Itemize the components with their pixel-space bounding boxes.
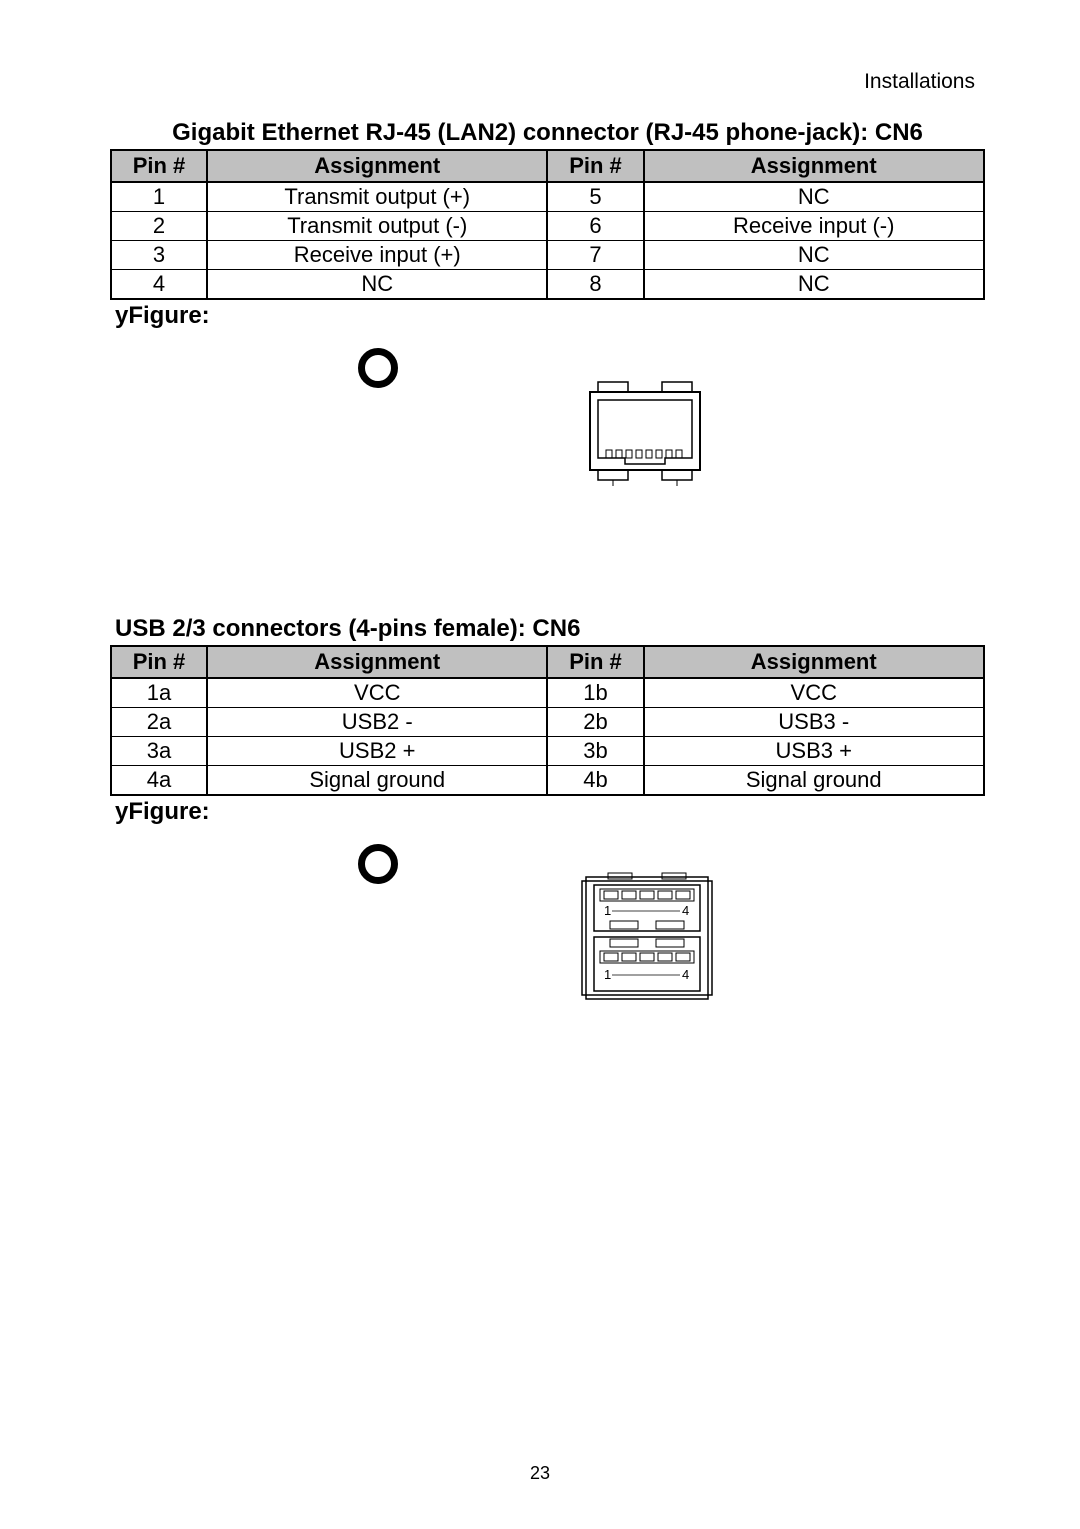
table-rj45: Pin # Assignment Pin # Assignment 1 Tran… <box>110 149 985 300</box>
figure-label-2: yFigure: <box>110 798 985 826</box>
page-header: Installations <box>110 70 985 94</box>
figure-area-2: 1 4 1 4 <box>110 826 985 1056</box>
cell: NC <box>644 241 985 270</box>
col-header: Assignment <box>644 150 985 182</box>
table-row: 2a USB2 - 2b USB3 - <box>111 708 984 737</box>
table-row: 3 Receive input (+) 7 NC <box>111 241 984 270</box>
figure-label-1: yFigure: <box>110 302 985 330</box>
table-row: 2 Transmit output (-) 6 Receive input (-… <box>111 212 984 241</box>
circle-icon <box>358 348 398 388</box>
cell: 3b <box>547 737 643 766</box>
cell: 3 <box>111 241 207 270</box>
cell: 6 <box>547 212 643 241</box>
cell: 2 <box>111 212 207 241</box>
cell: 2a <box>111 708 207 737</box>
cell: 2b <box>547 708 643 737</box>
col-header: Pin # <box>111 646 207 678</box>
table-usb: Pin # Assignment Pin # Assignment 1a VCC… <box>110 645 985 796</box>
col-header: Assignment <box>207 150 547 182</box>
cell: NC <box>207 270 547 300</box>
table-row: 4a Signal ground 4b Signal ground <box>111 766 984 796</box>
cell: 1b <box>547 678 643 708</box>
cell: 4 <box>111 270 207 300</box>
cell: Transmit output (+) <box>207 182 547 212</box>
table-row: 4 NC 8 NC <box>111 270 984 300</box>
cell: USB3 + <box>644 737 985 766</box>
usb-pin-label: 4 <box>682 967 689 982</box>
cell: Transmit output (-) <box>207 212 547 241</box>
usb-pin-label: 1 <box>604 903 611 918</box>
col-header: Assignment <box>207 646 547 678</box>
col-header: Assignment <box>644 646 985 678</box>
table-row: 1 Transmit output (+) 5 NC <box>111 182 984 212</box>
cell: 1 <box>111 182 207 212</box>
table-row: 1a VCC 1b VCC <box>111 678 984 708</box>
col-header: Pin # <box>111 150 207 182</box>
cell: 7 <box>547 241 643 270</box>
section2-title: USB 2/3 connectors (4-pins female): CN6 <box>110 615 985 643</box>
cell: USB3 - <box>644 708 985 737</box>
cell: Receive input (+) <box>207 241 547 270</box>
usb-connector-icon: 1 4 1 4 <box>580 871 720 1016</box>
cell: NC <box>644 182 985 212</box>
cell: Signal ground <box>207 766 547 796</box>
col-header: Pin # <box>547 150 643 182</box>
cell: USB2 - <box>207 708 547 737</box>
cell: NC <box>644 270 985 300</box>
rj45-jack-icon <box>580 380 710 495</box>
cell: 5 <box>547 182 643 212</box>
cell: 1a <box>111 678 207 708</box>
cell: VCC <box>644 678 985 708</box>
usb-pin-label: 4 <box>682 903 689 918</box>
table-row: 3a USB2 + 3b USB3 + <box>111 737 984 766</box>
col-header: Pin # <box>547 646 643 678</box>
circle-icon <box>358 844 398 884</box>
cell: 4b <box>547 766 643 796</box>
cell: Signal ground <box>644 766 985 796</box>
figure-area-1 <box>110 330 985 560</box>
cell: 4a <box>111 766 207 796</box>
usb-pin-label: 1 <box>604 967 611 982</box>
section1-title: Gigabit Ethernet RJ-45 (LAN2) connector … <box>110 119 985 147</box>
page-number: 23 <box>0 1463 1080 1484</box>
cell: 3a <box>111 737 207 766</box>
cell: VCC <box>207 678 547 708</box>
cell: USB2 + <box>207 737 547 766</box>
cell: Receive input (-) <box>644 212 985 241</box>
cell: 8 <box>547 270 643 300</box>
